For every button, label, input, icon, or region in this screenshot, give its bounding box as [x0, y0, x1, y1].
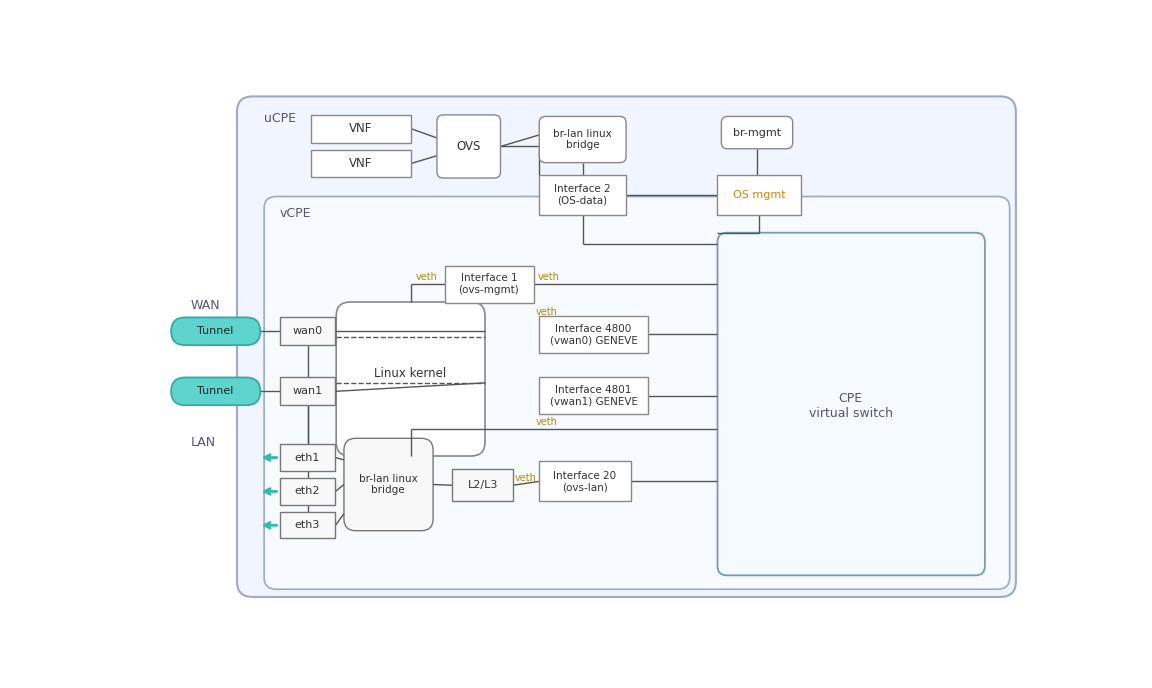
- Text: WAN: WAN: [190, 299, 220, 312]
- Text: veth: veth: [538, 272, 560, 282]
- Bar: [453, 469, 513, 502]
- Bar: [445, 266, 533, 303]
- Bar: [539, 316, 647, 353]
- Bar: [280, 513, 335, 539]
- Text: veth: veth: [415, 272, 437, 282]
- FancyBboxPatch shape: [344, 438, 433, 530]
- Text: veth: veth: [536, 417, 558, 427]
- FancyBboxPatch shape: [336, 302, 485, 456]
- Bar: [311, 115, 411, 142]
- Text: eth2: eth2: [295, 486, 320, 497]
- Text: Interface 1
(ovs-mgmt): Interface 1 (ovs-mgmt): [458, 274, 520, 295]
- Text: veth: veth: [536, 307, 558, 317]
- Text: L2/L3: L2/L3: [468, 480, 498, 491]
- Text: wan0: wan0: [293, 326, 323, 336]
- Bar: [280, 478, 335, 504]
- Bar: [539, 175, 626, 215]
- FancyBboxPatch shape: [237, 96, 1016, 597]
- Text: uCPE: uCPE: [264, 112, 296, 125]
- Text: Tunnel: Tunnel: [197, 387, 234, 396]
- FancyBboxPatch shape: [721, 116, 793, 149]
- Text: LAN: LAN: [190, 436, 215, 449]
- Text: vCPE: vCPE: [280, 207, 311, 220]
- FancyBboxPatch shape: [718, 233, 985, 575]
- Bar: [280, 317, 335, 345]
- FancyBboxPatch shape: [264, 197, 1009, 589]
- Text: VNF: VNF: [349, 157, 373, 170]
- Text: veth: veth: [515, 473, 537, 484]
- Bar: [539, 462, 630, 502]
- Text: Linux kernel: Linux kernel: [374, 367, 447, 380]
- Text: br-mgmt: br-mgmt: [733, 127, 781, 138]
- Text: wan1: wan1: [293, 387, 323, 396]
- Text: Interface 20
(ovs-lan): Interface 20 (ovs-lan): [553, 471, 616, 492]
- FancyBboxPatch shape: [539, 116, 626, 162]
- Bar: [280, 378, 335, 405]
- Text: Tunnel: Tunnel: [197, 326, 234, 336]
- Text: Interface 2
(OS-data): Interface 2 (OS-data): [554, 184, 611, 206]
- Bar: [718, 175, 801, 215]
- Text: CPE
virtual switch: CPE virtual switch: [809, 392, 893, 420]
- Text: VNF: VNF: [349, 122, 373, 136]
- Text: br-lan linux
bridge: br-lan linux bridge: [553, 129, 612, 151]
- Text: OVS: OVS: [456, 140, 480, 153]
- FancyBboxPatch shape: [172, 317, 260, 345]
- Bar: [539, 378, 647, 414]
- Bar: [311, 149, 411, 178]
- FancyBboxPatch shape: [437, 115, 500, 178]
- Text: eth1: eth1: [295, 453, 320, 462]
- FancyBboxPatch shape: [172, 378, 260, 405]
- Text: br-lan linux
bridge: br-lan linux bridge: [358, 474, 417, 495]
- Text: OS mgmt: OS mgmt: [733, 190, 786, 200]
- Text: Interface 4801
(vwan1) GENEVE: Interface 4801 (vwan1) GENEVE: [550, 385, 637, 407]
- Text: Interface 4800
(vwan0) GENEVE: Interface 4800 (vwan0) GENEVE: [550, 323, 637, 345]
- Bar: [280, 444, 335, 471]
- Text: eth3: eth3: [295, 520, 320, 530]
